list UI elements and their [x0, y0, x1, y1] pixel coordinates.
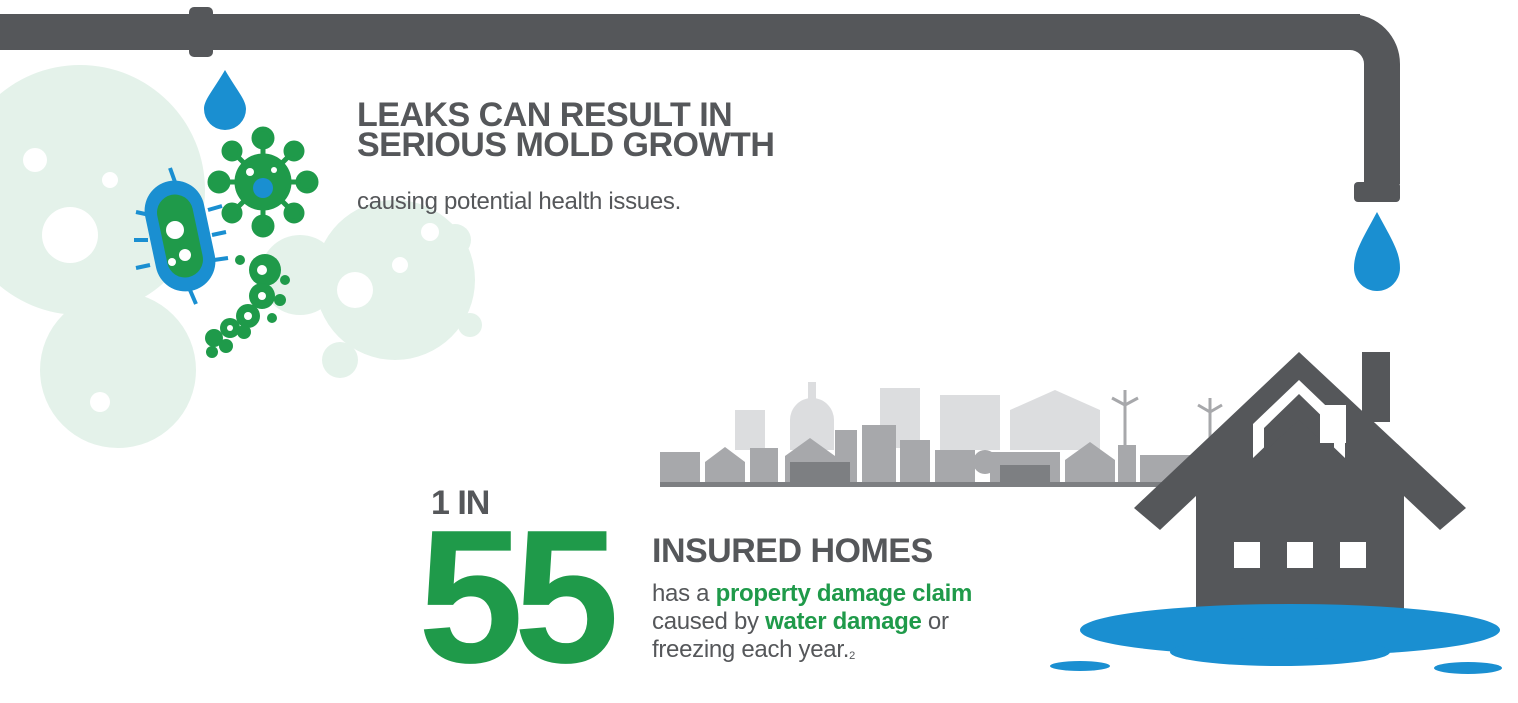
pipe-icon	[0, 7, 1400, 202]
mold-heading: LEAKS CAN RESULT IN SERIOUS MOLD GROWTH	[357, 96, 775, 164]
water-drop-icon	[204, 70, 1400, 291]
illustration	[0, 7, 1502, 674]
stat-prefix: 1 IN	[431, 484, 490, 522]
bacteria-icon	[134, 167, 229, 305]
stat-line2-suffix: or	[921, 608, 949, 635]
mold-heading-line1: LEAKS CAN RESULT IN	[357, 96, 733, 134]
stat-line2-text: caused by	[652, 608, 766, 635]
stat-line1-emphasis: property damage claim	[715, 580, 973, 607]
house-icon	[1134, 352, 1466, 624]
stat-line3-text: freezing each year.	[652, 636, 850, 663]
footnote-marker: 2	[849, 650, 855, 662]
stat-line1-text: has a	[652, 580, 716, 607]
water-puddle-icon	[1050, 604, 1502, 674]
stat-line1: has a property damage claim	[652, 580, 972, 608]
city-skyline-icon	[660, 382, 1223, 487]
stat-line3: freezing each year.2	[652, 636, 972, 664]
stat-line2: caused by water damage or	[652, 608, 972, 636]
stat-number: 55	[418, 491, 619, 703]
stat-description: has a property damage claim caused by wa…	[652, 580, 972, 664]
mold-subtext: causing potential health issues.	[357, 188, 681, 215]
mold-heading-line2: SERIOUS MOLD GROWTH	[357, 126, 775, 164]
mold-spore-icon	[205, 254, 290, 358]
stat-line2-emphasis: water damage	[765, 608, 922, 635]
stat-heading: INSURED HOMES	[652, 532, 933, 570]
